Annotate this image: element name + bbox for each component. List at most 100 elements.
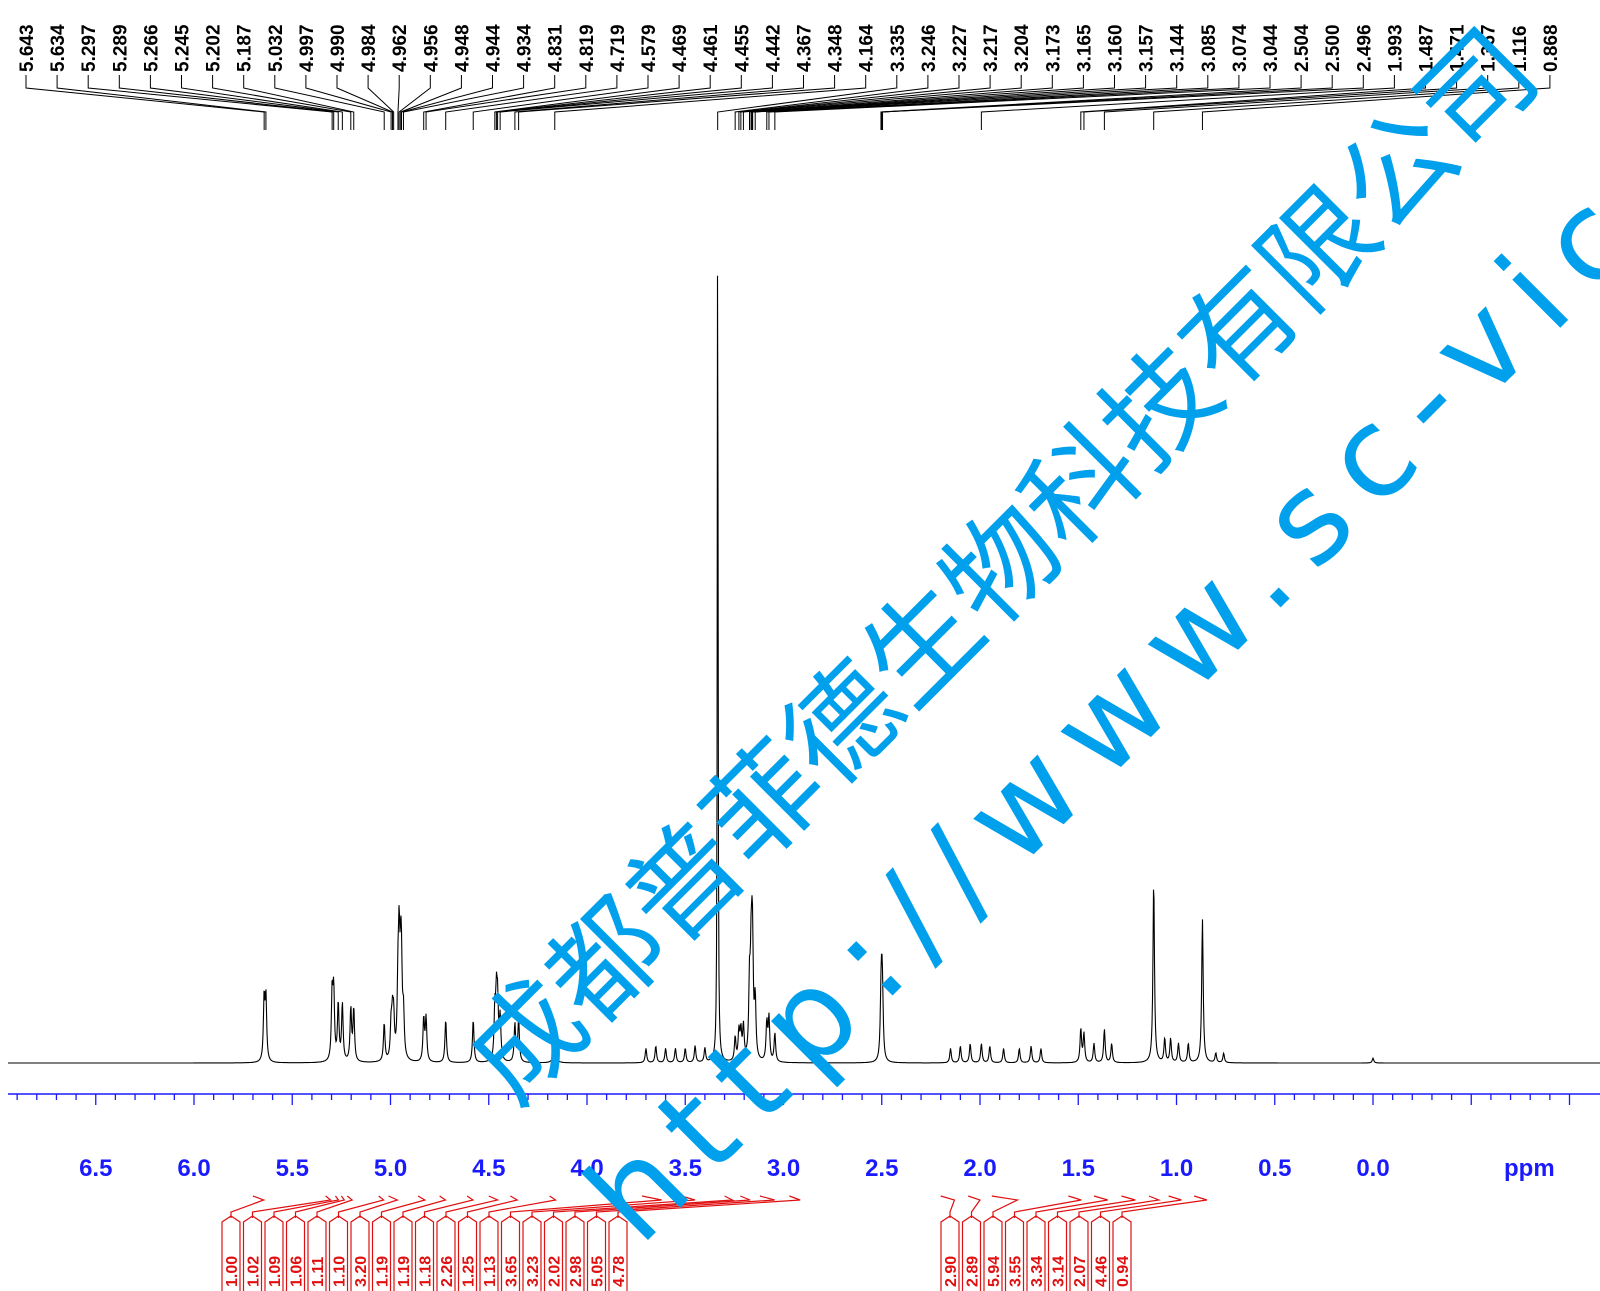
peak-label-leader — [881, 75, 1333, 130]
integral-bracket — [359, 1195, 400, 1218]
integral-box — [436, 1215, 456, 1291]
peak-label: 5.187 — [235, 24, 256, 72]
integral-bracket — [230, 1195, 266, 1218]
peak-label: 3.227 — [950, 24, 971, 72]
peak-label: 4.984 — [359, 24, 380, 72]
x-tick-label: 4.0 — [570, 1155, 603, 1182]
peak-label: 3.085 — [1199, 24, 1220, 72]
x-tick-label: 5.0 — [374, 1155, 407, 1182]
peak-label: 0.868 — [1541, 24, 1562, 72]
peak-label-leader — [402, 75, 525, 130]
integral-box — [479, 1215, 499, 1291]
integral-value: 1.10 — [332, 1256, 349, 1287]
integral-bracket — [423, 1195, 475, 1218]
integral-value: 1.19 — [375, 1256, 392, 1287]
peak-label-leader — [497, 75, 742, 130]
integral-layer: 1.00 1.02 1.09 1.06 1.11 1.10 3.20 1.19 1.19 1.18… — [221, 1195, 1208, 1291]
peak-label: 4.962 — [390, 24, 411, 72]
peak-label-leader — [766, 75, 1209, 130]
peak-label-leader — [181, 75, 343, 130]
peak-label-leader — [882, 75, 1364, 130]
integral-value: 2.07 — [1072, 1256, 1089, 1287]
integral-value: 2.02 — [547, 1256, 564, 1287]
peak-label: 3.160 — [1106, 24, 1127, 72]
integral-box — [983, 1215, 1003, 1291]
peak-label-leader — [734, 75, 929, 130]
peak-label: 3.157 — [1137, 24, 1158, 72]
integral-bracket — [940, 1195, 956, 1218]
peak-label: 5.289 — [110, 24, 131, 72]
peak-label: 1.993 — [1385, 24, 1406, 72]
integral-box — [565, 1215, 585, 1291]
peak-label: 1.487 — [1417, 24, 1438, 72]
integral-value: 1.02 — [246, 1256, 263, 1287]
peak-label-leader — [749, 75, 1053, 130]
integral-box — [350, 1215, 370, 1291]
integral-box — [457, 1215, 478, 1291]
integral-box — [522, 1215, 542, 1291]
integral-box — [940, 1215, 960, 1291]
peak-label-leader — [305, 75, 392, 130]
peak-label: 3.335 — [888, 24, 909, 72]
peak-label: 2.500 — [1323, 24, 1344, 72]
integral-box — [328, 1215, 349, 1291]
integral-bracket — [1013, 1195, 1082, 1218]
peak-label-leader — [750, 75, 1084, 130]
peak-label-leader — [1153, 75, 1520, 130]
peak-label-leader — [425, 75, 587, 130]
peak-label-leader — [514, 75, 804, 130]
peak-label-leader — [1080, 75, 1426, 130]
peak-label-leader — [499, 75, 773, 130]
integral-value: 3.34 — [1029, 1256, 1046, 1287]
integral-value: 1.18 — [418, 1256, 435, 1287]
integral-value: 3.23 — [525, 1256, 542, 1287]
integral-bracket — [595, 1195, 775, 1218]
integral-box — [242, 1215, 263, 1291]
peak-label-leader — [212, 75, 352, 130]
integral-value: 4.46 — [1094, 1256, 1111, 1287]
integral-box — [1090, 1215, 1111, 1291]
peak-label-leader — [980, 75, 1395, 130]
peak-label: 4.819 — [577, 24, 598, 72]
watermark: 成都普菲德生物科技有限公司 http://www.sc-victory.com — [442, 0, 1600, 1269]
integral-bracket — [574, 1195, 751, 1218]
peak-label: 5.297 — [79, 24, 100, 72]
integral-bracket — [380, 1195, 427, 1218]
peak-label: 4.934 — [515, 24, 536, 72]
integral-value: 3.20 — [353, 1256, 370, 1287]
peak-label: 4.442 — [763, 24, 784, 72]
peak-label: 2.504 — [1292, 24, 1313, 72]
peak-label-leader — [398, 75, 431, 130]
integral-bracket — [968, 1195, 981, 1218]
peak-label-leader — [472, 75, 649, 130]
integral-bracket — [488, 1195, 558, 1218]
peak-label-leader — [401, 75, 493, 130]
peak-label-leader — [774, 75, 1271, 130]
integral-value: 1.06 — [289, 1256, 306, 1287]
integral-bracket — [617, 1195, 801, 1218]
peak-label-leader — [751, 75, 1115, 130]
integral-box — [1069, 1215, 1089, 1291]
x-tick-label: 2.5 — [865, 1155, 898, 1182]
integral-value: 1.09 — [267, 1256, 284, 1287]
integral-value: 2.90 — [943, 1256, 960, 1287]
x-tick-label: 1.0 — [1160, 1155, 1193, 1182]
peak-label-leader — [25, 75, 265, 130]
integral-bracket — [251, 1195, 332, 1218]
integral-bracket — [1121, 1195, 1208, 1218]
integral-bracket — [991, 1195, 1020, 1218]
peak-label-leader — [445, 75, 618, 130]
peak-label: 3.217 — [981, 24, 1002, 72]
watermark-company-name: 成都普菲德生物科技有限公司 — [442, 6, 1563, 1127]
integral-box — [393, 1215, 413, 1291]
x-tick-label: 5.5 — [276, 1155, 309, 1182]
integral-value: 3.65 — [504, 1256, 521, 1287]
peak-label-leader — [768, 75, 1240, 130]
integral-bracket — [1099, 1195, 1182, 1218]
x-tick-label: 3.0 — [767, 1155, 800, 1182]
peak-label-leader — [243, 75, 355, 130]
peak-label-leader — [1201, 75, 1551, 130]
integral-box — [307, 1215, 327, 1291]
peak-label: 3.204 — [1012, 24, 1033, 72]
integral-bracket — [1035, 1195, 1108, 1218]
